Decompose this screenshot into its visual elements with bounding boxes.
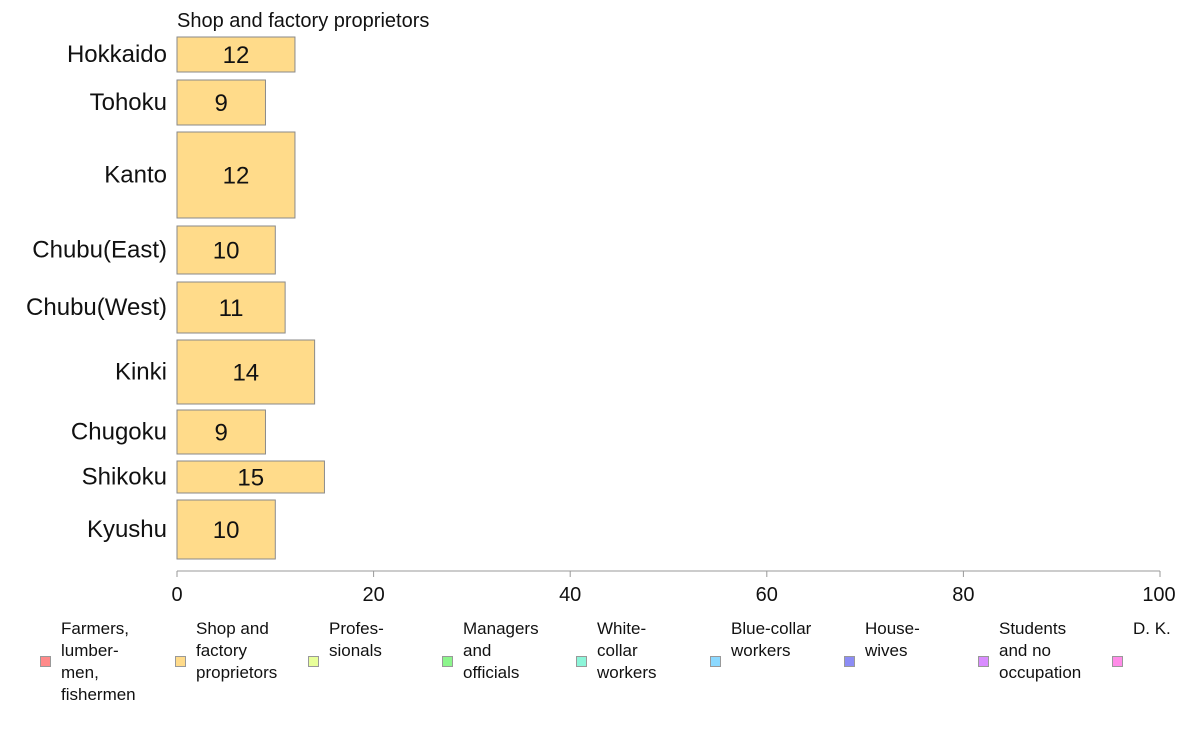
bar-kinki [176,339,316,405]
legend-swatch [175,656,186,667]
legend-swatch [576,656,587,667]
legend-label: House- wives [865,619,920,660]
x-tick-label: 60 [756,584,778,606]
legend-swatch [710,656,721,667]
chart-title: Shop and factory proprietors [177,10,429,32]
category-label: Shikoku [82,464,167,491]
legend-label: Farmers, lumber- men, fishermen [61,619,136,704]
category-label: Chugoku [71,419,167,446]
legend-label: Profes- sionals [329,619,384,660]
legend-label: Managers and officials [463,619,539,682]
bars-layer: Hokkaido 12 Tohoku 9 Kanto 12 Chubu(East) 10 Chu… [26,36,325,560]
category-label: Kyushu [87,516,167,543]
legend-item-students: Students and no occupation [978,618,1081,684]
data-label: 9 [215,420,228,447]
category-label: Chubu(West) [26,294,167,321]
legend-item-professionals: Profes- sionals [308,618,384,667]
legend-label: Students and no occupation [999,619,1082,682]
data-label: 12 [223,42,250,69]
bar-hokkaido [176,36,296,73]
data-label: 10 [213,517,240,544]
legend-item-dk: D. K. [1112,618,1171,667]
bar-chubu-east [176,225,276,275]
legend-swatch [40,656,51,667]
data-label: 9 [215,90,228,117]
category-label: Chubu(East) [32,237,167,264]
data-label: 11 [219,295,244,322]
bar-chugoku [176,409,266,455]
x-tick-label: 20 [362,584,384,606]
legend-label: White- collar workers [597,619,657,682]
legend-item-housewives: House- wives [844,618,920,667]
data-label: 12 [223,163,250,190]
bar-kyushu [176,499,276,560]
x-tick-label: 40 [559,584,581,606]
legend-item-white-collar: White- collar workers [576,618,657,684]
legend-label: Shop and factory proprietors [196,619,278,682]
legend-swatch [978,656,989,667]
bar-kanto [176,131,296,219]
data-label: 10 [213,238,240,265]
legend-swatch [844,656,855,667]
legend-item-managers: Managers and officials [442,618,539,684]
x-tick-label: 80 [952,584,974,606]
bar-tohoku [176,79,266,126]
legend-swatch [308,656,319,667]
legend-item-blue-collar: Blue-collar workers [710,618,811,667]
x-tick-label: 0 [171,584,182,606]
x-axis: 0 20 40 60 80 100 [171,570,1176,606]
legend-swatch [1112,656,1123,667]
category-label: Tohoku [90,89,167,116]
legend-swatch [442,656,453,667]
bar-shikoku [176,460,325,494]
legend-item-farmers: Farmers, lumber- men, fishermen [40,618,136,706]
legend: Farmers, lumber- men, fishermen Shop and… [0,618,1188,728]
data-label: 14 [232,360,259,387]
bar-chubu-west [176,281,286,334]
x-tick-label: 100 [1142,584,1175,606]
category-label: Hokkaido [67,41,167,68]
data-label: 15 [237,465,264,492]
category-label: Kinki [115,359,167,386]
legend-label: D. K. [1133,619,1171,638]
legend-label: Blue-collar workers [731,619,812,660]
category-label: Kanto [104,162,167,189]
legend-item-shop-proprietors: Shop and factory proprietors [175,618,277,684]
